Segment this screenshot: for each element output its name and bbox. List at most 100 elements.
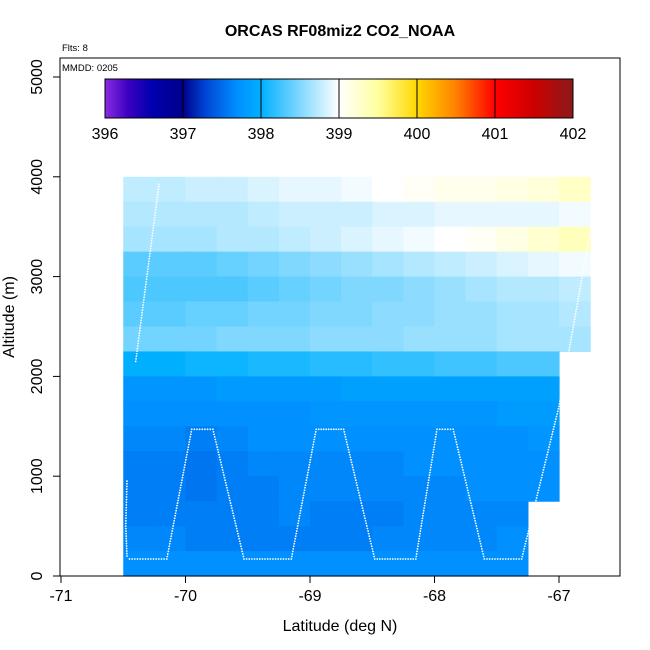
- track-point: [124, 527, 127, 530]
- track-point: [354, 479, 357, 482]
- track-point: [222, 474, 225, 476]
- heatmap-cell: [278, 226, 311, 253]
- track-point: [372, 550, 374, 553]
- chart-title: ORCAS RF08miz2 CO2_NOAA: [225, 23, 456, 40]
- track-point: [216, 446, 219, 448]
- track-point: [151, 234, 154, 237]
- colorbar-ticks: 396 397 398 399 400 401 402: [92, 79, 586, 143]
- x-tick-label: -69: [298, 588, 321, 605]
- track-point: [233, 519, 236, 522]
- track-point: [190, 428, 193, 431]
- track-point: [426, 486, 429, 489]
- track-point: [548, 446, 550, 448]
- track-point: [463, 474, 466, 476]
- heatmap-cell: [496, 401, 529, 427]
- track-point: [138, 332, 141, 335]
- track-point: [201, 428, 204, 431]
- heatmap-cell: [465, 226, 498, 253]
- heatmap-cell: [185, 276, 218, 303]
- track-point: [586, 246, 589, 249]
- heatmap-cell: [434, 376, 467, 402]
- track-point: [125, 501, 128, 504]
- track-point: [424, 497, 427, 499]
- track-point: [531, 514, 534, 517]
- heatmap-cell: [372, 276, 404, 303]
- track-point: [149, 250, 152, 252]
- heatmap-cell: [465, 401, 498, 427]
- track-point: [325, 428, 328, 431]
- track-point: [315, 428, 318, 431]
- track-point: [474, 522, 477, 525]
- track-point: [586, 249, 588, 252]
- track-point: [143, 296, 146, 299]
- track-point: [175, 509, 178, 512]
- heatmap-cell: [372, 401, 404, 427]
- track-point: [562, 382, 565, 385]
- heatmap-cell: [247, 376, 280, 402]
- heatmap-cell: [403, 551, 436, 577]
- track-point: [524, 542, 527, 545]
- heatmap-cell: [278, 426, 311, 452]
- track-point: [172, 522, 175, 525]
- heatmap-cell: [278, 551, 311, 577]
- heatmap-cell: [465, 301, 498, 328]
- track-point: [298, 514, 301, 517]
- track-point: [152, 224, 155, 227]
- track-point: [150, 242, 153, 245]
- y-tick-label: 0: [29, 571, 46, 580]
- track-point: [571, 331, 574, 333]
- track-point: [143, 291, 146, 294]
- track-point: [431, 456, 434, 459]
- heatmap-cell: [123, 376, 155, 402]
- heatmap-cell: [434, 501, 467, 527]
- track-point: [167, 550, 170, 553]
- track-point: [293, 540, 296, 543]
- track-point: [156, 196, 159, 199]
- track-point: [154, 211, 157, 214]
- heatmap-cell: [527, 476, 560, 502]
- flight-track: [124, 183, 595, 560]
- track-point: [147, 260, 150, 263]
- track-point: [461, 466, 464, 469]
- track-point: [213, 433, 216, 436]
- heatmap-cell: [527, 351, 560, 377]
- heatmap-cell: [527, 226, 560, 253]
- track-point: [504, 558, 507, 560]
- track-point: [125, 498, 128, 501]
- heatmap-cell: [403, 351, 436, 377]
- track-point: [139, 327, 141, 329]
- track-point: [569, 343, 571, 346]
- track-point: [575, 310, 577, 313]
- colorbar-tick-label: 398: [248, 126, 275, 143]
- track-point: [452, 430, 455, 433]
- track-point: [568, 349, 570, 351]
- heatmap-cell: [434, 251, 467, 278]
- track-point: [579, 285, 582, 287]
- track-point: [151, 237, 153, 240]
- heatmap-cell: [434, 226, 467, 253]
- track-point: [308, 464, 311, 466]
- track-point: [590, 223, 593, 226]
- heatmap-cell: [185, 251, 218, 278]
- colorbar-tick-label: 400: [404, 126, 431, 143]
- track-point: [297, 522, 300, 525]
- track-point: [343, 430, 346, 433]
- heatmap-cell: [434, 351, 467, 377]
- track-point: [577, 295, 580, 298]
- track-point: [358, 494, 361, 497]
- heatmap-cell: [341, 276, 373, 303]
- track-point: [521, 555, 524, 558]
- track-point: [584, 256, 587, 259]
- track-point: [157, 191, 159, 193]
- track-point: [256, 558, 259, 560]
- track-point: [157, 186, 160, 188]
- track-point: [371, 547, 374, 550]
- track-point: [367, 530, 369, 532]
- track-point: [423, 504, 426, 507]
- track-point: [242, 555, 245, 558]
- track-point: [219, 461, 222, 464]
- track-point: [136, 347, 139, 350]
- track-point: [125, 535, 128, 537]
- track-point: [435, 433, 438, 436]
- track-point: [279, 558, 282, 560]
